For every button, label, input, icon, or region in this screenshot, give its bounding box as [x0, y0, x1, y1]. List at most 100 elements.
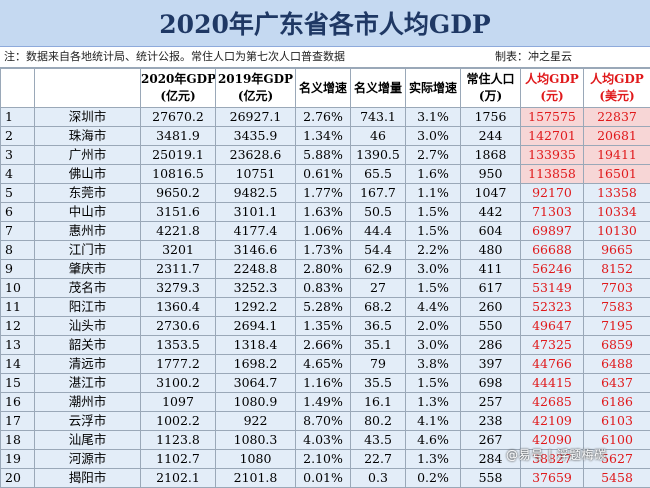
header-nominal-increment-line1: 名义增量	[351, 80, 405, 97]
cell-gdp-2019: 1292.2	[216, 298, 296, 317]
cell-gdp-2019: 922	[216, 412, 296, 431]
cell-nominal-increment: 54.4	[351, 241, 406, 260]
cell-per-capita-usd: 8152	[584, 260, 650, 279]
cell-per-capita-cny: 44766	[521, 355, 584, 374]
header-population: 常住人口(万)	[461, 69, 521, 108]
cell-gdp-2020: 1360.4	[141, 298, 216, 317]
cell-gdp-2019: 1698.2	[216, 355, 296, 374]
cell-gdp-2019: 1318.4	[216, 336, 296, 355]
cell-gdp-2019: 10751	[216, 165, 296, 184]
header-nominal-growth-line1: 名义增速	[296, 80, 350, 97]
cell-per-capita-usd: 10130	[584, 222, 650, 241]
header-gdp-2020-line1: 2020年GDP	[141, 71, 215, 88]
cell-index: 1	[1, 108, 35, 127]
header-gdp-2019-line2: (亿元)	[216, 88, 295, 105]
cell-per-capita-cny: 49647	[521, 317, 584, 336]
cell-per-capita-usd: 22837	[584, 108, 650, 127]
cell-gdp-2019: 2694.1	[216, 317, 296, 336]
cell-gdp-2019: 3252.3	[216, 279, 296, 298]
cell-per-capita-usd: 6103	[584, 412, 650, 431]
cell-nominal-growth: 1.73%	[296, 241, 351, 260]
cell-population: 257	[461, 393, 521, 412]
cell-per-capita-usd: 10334	[584, 203, 650, 222]
cell-nominal-growth: 1.63%	[296, 203, 351, 222]
cell-index: 9	[1, 260, 35, 279]
cell-nominal-increment: 50.5	[351, 203, 406, 222]
cell-nominal-increment: 167.7	[351, 184, 406, 203]
cell-index: 12	[1, 317, 35, 336]
cell-per-capita-usd: 7195	[584, 317, 650, 336]
cell-gdp-2019: 26927.1	[216, 108, 296, 127]
cell-per-capita-usd: 9665	[584, 241, 650, 260]
watermark: @易号 | 浮题梅碳	[506, 446, 607, 464]
cell-nominal-growth: 1.49%	[296, 393, 351, 412]
cell-per-capita-usd: 6488	[584, 355, 650, 374]
cell-city: 汕尾市	[35, 431, 141, 450]
cell-gdp-2020: 25019.1	[141, 146, 216, 165]
cell-nominal-growth: 2.80%	[296, 260, 351, 279]
cell-per-capita-cny: 47325	[521, 336, 584, 355]
header-row: 2020年GDP(亿元)2019年GDP(亿元)名义增速名义增量实际增速常住人口…	[1, 69, 650, 108]
cell-real-growth: 4.6%	[406, 431, 461, 450]
cell-index: 11	[1, 298, 35, 317]
cell-index: 17	[1, 412, 35, 431]
cell-city: 湛江市	[35, 374, 141, 393]
cell-nominal-growth: 2.76%	[296, 108, 351, 127]
header-index	[1, 69, 35, 108]
cell-per-capita-usd: 20681	[584, 127, 650, 146]
cell-real-growth: 3.0%	[406, 260, 461, 279]
cell-gdp-2019: 3101.1	[216, 203, 296, 222]
cell-nominal-growth: 1.77%	[296, 184, 351, 203]
cell-city: 潮州市	[35, 393, 141, 412]
cell-per-capita-cny: 56246	[521, 260, 584, 279]
cell-gdp-2020: 3100.2	[141, 374, 216, 393]
cell-gdp-2019: 9482.5	[216, 184, 296, 203]
cell-per-capita-cny: 133935	[521, 146, 584, 165]
header-real-growth-line1: 实际增速	[406, 80, 460, 97]
cell-real-growth: 1.6%	[406, 165, 461, 184]
cell-index: 4	[1, 165, 35, 184]
cell-gdp-2020: 1777.2	[141, 355, 216, 374]
cell-nominal-growth: 4.65%	[296, 355, 351, 374]
cell-real-growth: 1.3%	[406, 450, 461, 469]
cell-index: 19	[1, 450, 35, 469]
cell-real-growth: 4.4%	[406, 298, 461, 317]
cell-per-capita-cny: 157575	[521, 108, 584, 127]
cell-real-growth: 1.3%	[406, 393, 461, 412]
cell-nominal-increment: 44.4	[351, 222, 406, 241]
cell-city: 阳江市	[35, 298, 141, 317]
cell-gdp-2020: 27670.2	[141, 108, 216, 127]
cell-gdp-2019: 2248.8	[216, 260, 296, 279]
cell-nominal-increment: 35.5	[351, 374, 406, 393]
cell-per-capita-usd: 5458	[584, 469, 650, 488]
cell-gdp-2020: 2311.7	[141, 260, 216, 279]
cell-nominal-increment: 1390.5	[351, 146, 406, 165]
cell-real-growth: 2.0%	[406, 317, 461, 336]
cell-city: 云浮市	[35, 412, 141, 431]
header-per-capita-usd: 人均GDP(美元)	[584, 69, 650, 108]
cell-nominal-increment: 80.2	[351, 412, 406, 431]
cell-per-capita-usd: 6186	[584, 393, 650, 412]
cell-index: 15	[1, 374, 35, 393]
note-bar: 注：数据来自各地统计局、统计公报。常住人口为第七次人口普查数据 制表：冲之星云	[0, 47, 650, 68]
cell-nominal-growth: 1.16%	[296, 374, 351, 393]
cell-population: 411	[461, 260, 521, 279]
cell-per-capita-cny: 42109	[521, 412, 584, 431]
cell-population: 550	[461, 317, 521, 336]
cell-population: 480	[461, 241, 521, 260]
header-nominal-increment: 名义增量	[351, 69, 406, 108]
cell-gdp-2020: 3201	[141, 241, 216, 260]
cell-gdp-2020: 10816.5	[141, 165, 216, 184]
cell-nominal-increment: 36.5	[351, 317, 406, 336]
cell-index: 18	[1, 431, 35, 450]
header-gdp-2020-line2: (亿元)	[141, 88, 215, 105]
header-per-capita-usd-line1: 人均GDP	[584, 71, 650, 88]
header-gdp-2020: 2020年GDP(亿元)	[141, 69, 216, 108]
cell-index: 13	[1, 336, 35, 355]
